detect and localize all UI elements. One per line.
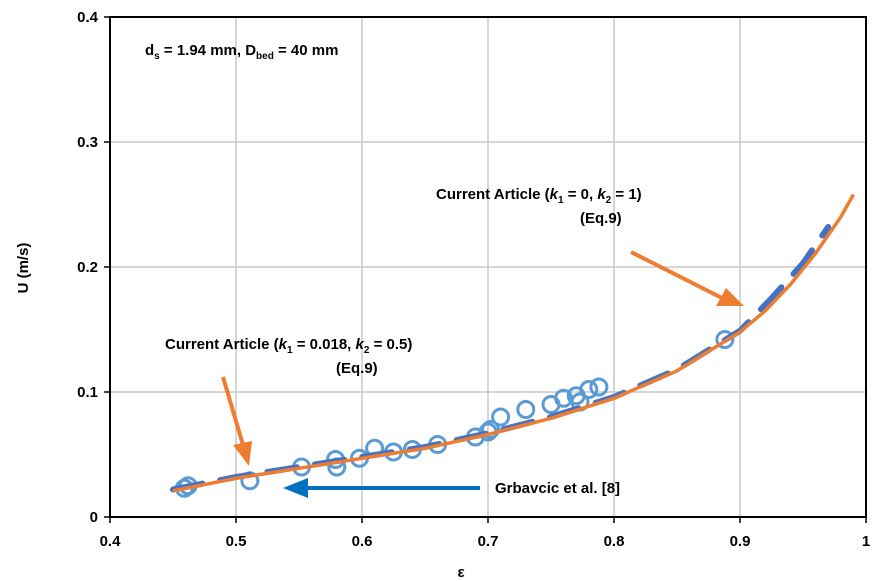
- annotation-k1-0-line2: (Eq.9): [580, 210, 622, 227]
- x-tick-label: 0.5: [226, 533, 247, 550]
- y-tick-label: 0.1: [77, 384, 98, 401]
- y-tick-label: 0: [90, 509, 98, 526]
- series-experimental: [174, 330, 735, 498]
- annotation-grbavcic: Grbavcic et al. [8]: [495, 480, 620, 497]
- data-point: [589, 377, 609, 397]
- x-axis-label: ε: [457, 564, 464, 581]
- x-tick-label: 0.6: [352, 533, 373, 550]
- data-point: [481, 420, 501, 439]
- parameter-text: ds = 1.94 mm, Dbed = 40 mm: [145, 42, 338, 62]
- tick-labels: 0.4 0.5 0.6 0.7 0.8 0.9 1 0 0.1 0.2 0.3 0.4: [77, 9, 870, 550]
- arrow-orange-lower: [221, 376, 252, 466]
- y-tick-label: 0.3: [77, 134, 98, 151]
- x-tick-label: 0.9: [730, 533, 751, 550]
- annotation-k1-0018-line1: Current Article (k1 = 0.018, k2 = 0.5): [165, 336, 412, 356]
- data-point: [579, 380, 599, 399]
- series-line-k1-0: [172, 193, 855, 493]
- data-point: [516, 400, 536, 419]
- annotation-arrows: [221, 250, 744, 498]
- y-axis-label: U (m/s): [15, 243, 32, 294]
- series-layer: [170, 193, 855, 498]
- grid: [110, 17, 866, 517]
- x-tick-label: 0.7: [478, 533, 499, 550]
- data-point: [491, 407, 511, 427]
- arrow-blue: [283, 478, 480, 498]
- y-tick-label: 0.2: [77, 259, 98, 276]
- x-tick-label: 0.4: [100, 533, 122, 550]
- x-tick-label: 0.8: [604, 533, 625, 550]
- data-point: [715, 330, 735, 349]
- y-tick-label: 0.4: [77, 9, 99, 26]
- x-tick-label: 1: [862, 533, 870, 550]
- annotation-k1-0-line1: Current Article (k1 = 0, k2 = 1): [436, 186, 642, 206]
- annotation-k1-0018-line2: (Eq.9): [336, 360, 378, 377]
- arrow-orange-upper: [630, 250, 744, 306]
